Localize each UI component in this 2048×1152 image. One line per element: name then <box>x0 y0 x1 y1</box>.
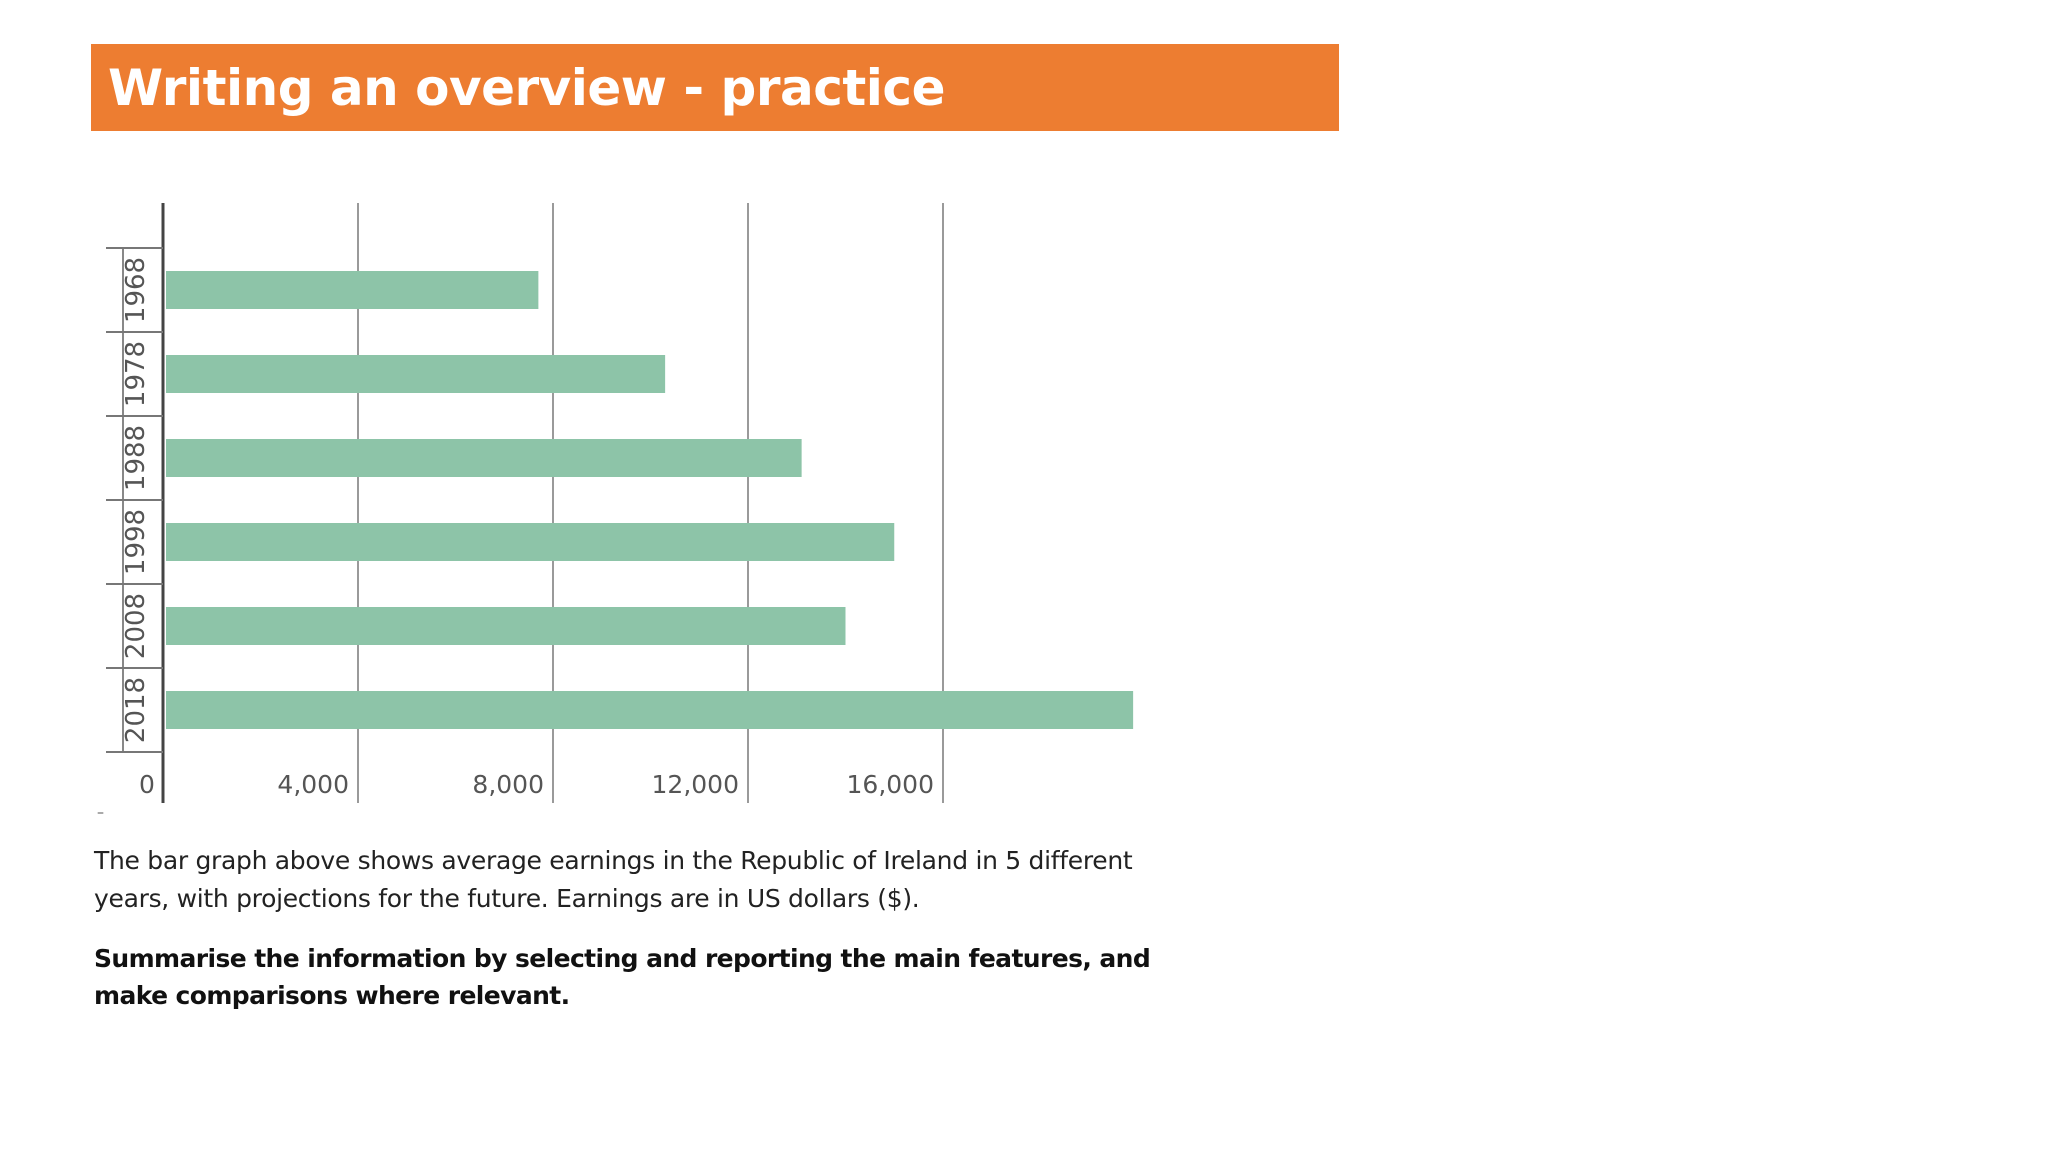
bar-1998 <box>166 523 895 561</box>
chart-description: The bar graph above shows average earnin… <box>94 846 1133 913</box>
bar-2018 <box>166 691 1134 729</box>
x-tick-label-0: 0 <box>139 770 155 799</box>
chart-axes <box>106 203 165 803</box>
category-label-2018: 2018 <box>121 677 151 743</box>
stray-mark: – <box>97 805 104 821</box>
slide-title: Writing an overview - practice <box>108 58 945 117</box>
x-tick-label-4000: 4,000 <box>277 770 349 799</box>
task-instruction: Summarise the information by selecting a… <box>94 944 1151 1010</box>
x-tick-label-12000: 12,000 <box>652 770 739 799</box>
bar-1968 <box>166 271 539 309</box>
category-label-1978: 1978 <box>121 341 151 407</box>
chart-labels: 1968 1978 1988 1998 2008 2018 0 4,000 8,000 12,00… <box>121 257 934 799</box>
slide-title-bar: Writing an overview - practice <box>91 44 1339 131</box>
bar-2008 <box>166 607 846 645</box>
x-tick-label-16000: 16,000 <box>847 770 934 799</box>
category-label-1998: 1998 <box>121 509 151 575</box>
category-label-1988: 1988 <box>121 425 151 491</box>
chart-bars <box>166 271 1134 729</box>
category-label-1968: 1968 <box>121 257 151 323</box>
bar-1988 <box>166 439 802 477</box>
category-label-2008: 2008 <box>121 593 151 659</box>
x-tick-label-8000: 8,000 <box>472 770 544 799</box>
bar-1978 <box>166 355 666 393</box>
